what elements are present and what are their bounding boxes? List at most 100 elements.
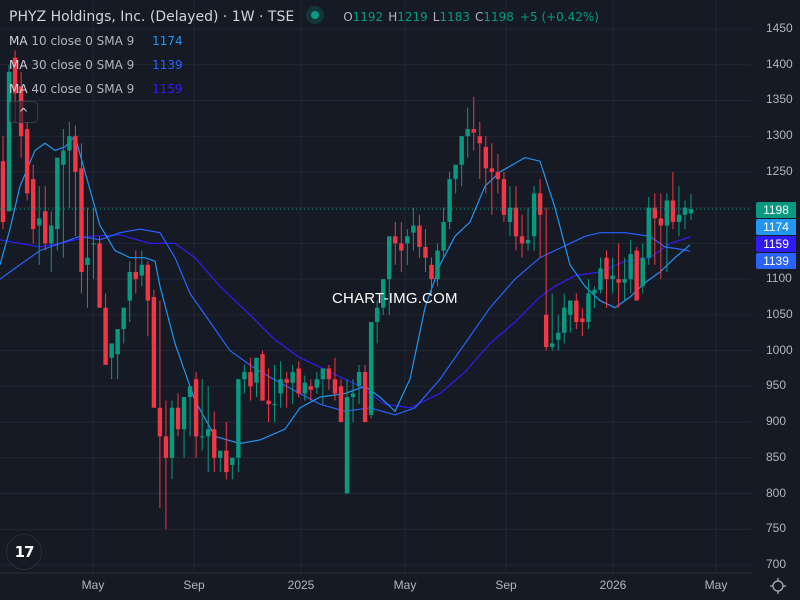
candle [272,364,277,423]
candle [393,221,398,265]
candle [574,293,579,330]
time-tick-label: May [704,578,728,592]
close-value: 1198 [483,10,514,24]
candle [254,357,259,398]
candle [568,300,573,333]
candle [49,211,54,272]
candle [85,207,90,308]
candle [580,307,585,337]
candle [622,257,627,301]
price-tick-label: 1300 [766,128,793,143]
watermark: CHART-IMG.COM [332,290,458,307]
candle [139,250,145,287]
candle [652,193,657,265]
candle [604,250,609,308]
candle [181,397,187,458]
candle [187,386,193,437]
candle [6,64,12,212]
candle [284,372,289,408]
symbol-title[interactable]: PHYZ Holdings, Inc. (Delayed) · 1W · TSE [9,9,295,25]
candle [441,207,446,258]
low-value: 1183 [439,10,470,24]
indicator-legend-ma10[interactable]: MA 10 close 0 SMA 9 1174 [9,33,183,49]
candle [368,322,374,419]
high-label: H [388,10,398,24]
candle [103,293,108,365]
price-tick-label: 1050 [766,306,793,321]
candle [175,393,181,437]
candle [537,179,543,258]
indicator-legend-ma30[interactable]: MA 30 close 0 SMA 9 1139 [9,57,183,73]
candle [290,364,295,405]
candle [525,207,531,251]
candle [453,164,458,194]
candle [121,307,126,344]
candle [387,236,392,315]
candle [266,368,271,423]
candle [411,207,416,251]
candle [465,107,470,158]
candle [362,364,368,423]
candle [519,214,525,258]
candle [320,368,326,405]
candle [658,193,664,280]
low-label: L [432,10,440,24]
candle [556,314,561,351]
candle [302,375,307,401]
candle [562,293,567,344]
candle [495,154,501,194]
candle [55,157,60,251]
collapse-legend-button[interactable]: ^ [9,101,38,123]
candle [73,125,78,237]
candle [332,357,338,401]
chart-grid [0,0,752,573]
candle [592,286,597,308]
candle [676,186,682,237]
indicator-name: MA [9,58,28,72]
candle [133,250,138,294]
candle [296,361,301,398]
high-value: 1219 [397,10,428,24]
price-tag: 1198 [756,202,796,218]
change-value: +5 (+0.42%) [519,10,599,24]
candle [163,400,169,530]
candle [507,186,513,237]
candle [513,186,519,251]
candle [670,171,676,230]
indicator-legend-ma40[interactable]: MA 40 close 0 SMA 9 1159 [9,81,183,97]
candle [224,422,229,480]
gear-icon[interactable] [769,577,787,595]
candle [248,357,253,401]
indicator-value: 1139 [152,58,183,72]
price-tick-label: 1450 [766,21,793,35]
candle [543,207,549,351]
candle [193,372,199,458]
candle [634,246,639,301]
candle [374,300,380,344]
indicator-name: MA [9,34,28,48]
candle [67,121,72,208]
candle [145,261,151,337]
candle [549,293,555,351]
price-tag: 1159 [756,236,796,252]
candle [477,121,482,180]
close-label: C [475,10,484,24]
candle [236,379,241,473]
candle [205,386,211,473]
chart-legend-header: PHYZ Holdings, Inc. (Delayed) · 1W · TSE… [9,6,599,26]
tradingview-logo-icon[interactable]: 17 [6,534,42,570]
candle [688,194,694,220]
candle [79,143,84,294]
candle [97,236,102,308]
price-tick-label: 1100 [766,271,792,286]
candlestick-series [0,50,694,530]
indicator-value: 1174 [152,34,183,48]
candle [242,364,247,394]
candle [356,364,362,405]
candle [212,411,217,473]
candle [127,261,132,323]
price-tag: 1174 [756,219,796,235]
candle [435,243,440,287]
price-tick-label: 1000 [766,342,793,357]
